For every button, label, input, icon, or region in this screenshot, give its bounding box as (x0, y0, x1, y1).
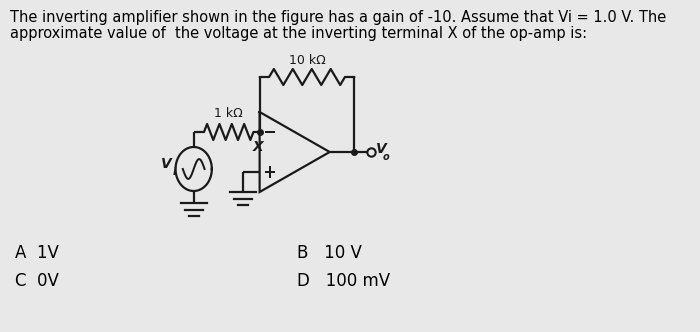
Text: 10 kΩ: 10 kΩ (288, 54, 326, 67)
Text: V: V (161, 157, 172, 171)
Text: o: o (382, 152, 389, 162)
Text: 1 kΩ: 1 kΩ (214, 107, 243, 120)
Text: X: X (253, 140, 263, 154)
Text: A  1V: A 1V (15, 244, 59, 262)
Text: D   100 mV: D 100 mV (297, 272, 390, 290)
Text: C  0V: C 0V (15, 272, 59, 290)
Text: B   10 V: B 10 V (297, 244, 362, 262)
Text: V: V (376, 142, 386, 156)
Text: The inverting amplifier shown in the figure has a gain of -10. Assume that Vi = : The inverting amplifier shown in the fig… (10, 10, 666, 25)
Text: approximate value of  the voltage at the inverting terminal X of the op-amp is:: approximate value of the voltage at the … (10, 26, 587, 41)
Text: i: i (173, 167, 176, 177)
